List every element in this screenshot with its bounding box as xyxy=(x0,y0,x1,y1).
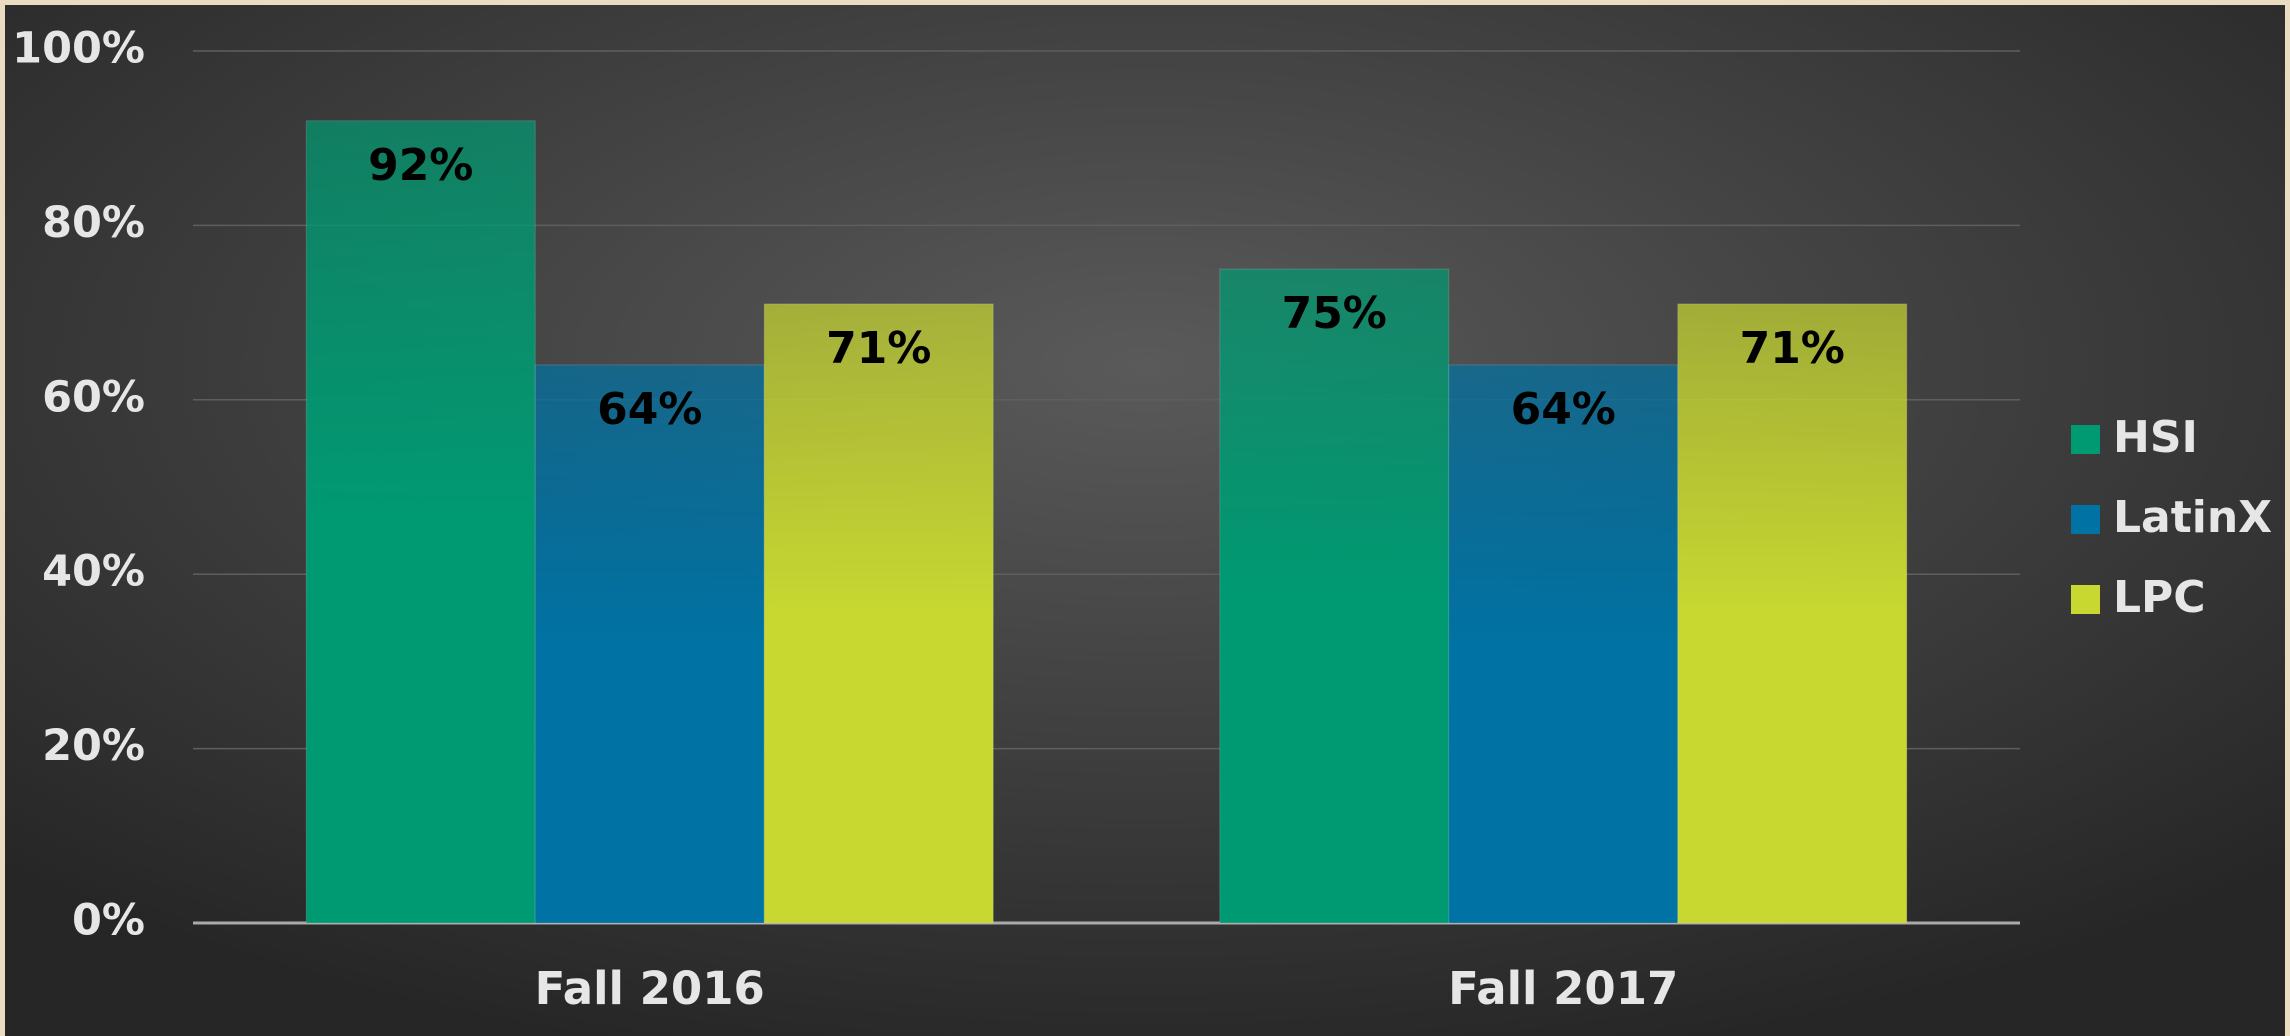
y-tick-label: 40% xyxy=(42,547,145,597)
legend-swatch xyxy=(2071,425,2100,454)
y-tick-label: 0% xyxy=(72,896,145,946)
legend-label: LatinX xyxy=(2113,492,2272,543)
data-label: 75% xyxy=(1282,288,1387,339)
y-tick-label: 100% xyxy=(12,24,145,74)
data-label: 64% xyxy=(597,384,702,435)
legend-label: LPC xyxy=(2113,572,2206,623)
y-tick-label: 60% xyxy=(42,372,145,422)
y-tick-label: 80% xyxy=(42,198,145,248)
legend-swatch xyxy=(2071,505,2100,534)
x-tick-label: Fall 2016 xyxy=(535,962,765,1015)
y-tick-label: 20% xyxy=(42,721,145,771)
data-label: 71% xyxy=(826,323,931,374)
data-label: 71% xyxy=(1740,323,1845,374)
data-label: 92% xyxy=(368,140,473,191)
bar xyxy=(305,120,536,924)
bar xyxy=(763,303,994,924)
data-label: 64% xyxy=(1511,384,1616,435)
x-tick-label: Fall 2017 xyxy=(1448,962,1678,1015)
legend-label: HSI xyxy=(2113,412,2198,463)
bar xyxy=(534,364,765,924)
bar xyxy=(1677,303,1908,924)
legend-swatch xyxy=(2071,585,2100,614)
bar xyxy=(1219,268,1450,924)
bar xyxy=(1448,364,1679,924)
